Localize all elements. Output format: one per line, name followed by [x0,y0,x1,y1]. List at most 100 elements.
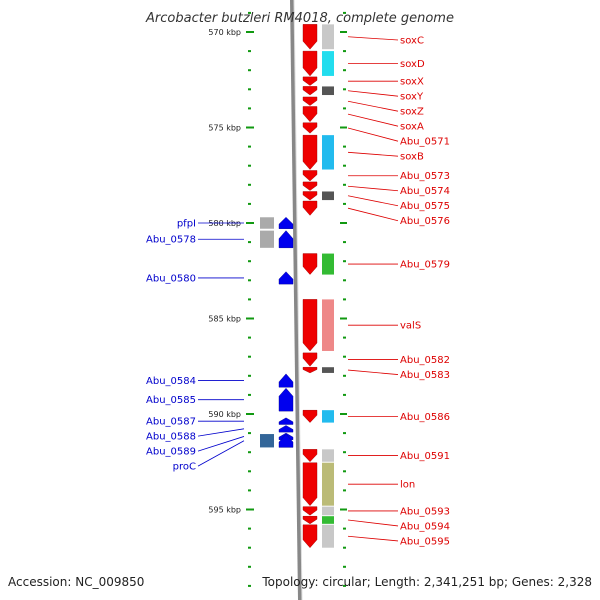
label-Abu_0578[interactable]: Abu_0578 [146,235,196,246]
minor-tick [248,527,251,530]
label-Abu_0588[interactable]: Abu_0588 [146,432,196,443]
gene-Abu_0584[interactable] [278,373,294,388]
gene-Abu_0580[interactable] [278,271,294,285]
label-Abu_0580[interactable]: Abu_0580 [146,273,196,284]
minor-tick [248,183,251,186]
label-Abu_0593[interactable]: Abu_0593 [400,506,450,517]
label-Abu_0582[interactable]: Abu_0582 [400,355,450,366]
topology-text: Topology: circular; Length: 2,341,251 bp… [261,575,592,589]
leader-soxA [347,113,399,127]
minor-tick [248,69,251,72]
gene-Abu_0578[interactable] [278,230,294,249]
minor-tick [343,241,346,244]
minor-tick [248,584,251,587]
gene-Abu_0583[interactable] [302,367,318,374]
gene-soxB[interactable] [302,134,318,170]
label-Abu_0595[interactable]: Abu_0595 [400,536,450,547]
minor-tick [248,164,251,167]
leader-Abu_0575 [347,195,399,207]
gene-Abu_0585[interactable] [278,387,294,412]
minor-tick [343,107,346,110]
gene-soxZ[interactable] [302,96,318,106]
leader-Abu_0571 [347,127,399,142]
leader-Abu_0588 [197,428,245,437]
cog-Abu_0579 [322,253,334,275]
label-soxY[interactable]: soxY [400,92,424,103]
label-proC[interactable]: proC [173,462,196,473]
gene-Abu_0593[interactable] [302,506,318,516]
label-Abu_0586[interactable]: Abu_0586 [400,412,450,423]
label-Abu_0587[interactable]: Abu_0587 [146,417,196,428]
minor-tick [248,565,251,568]
gene-Abu_0571[interactable] [302,122,318,134]
label-Abu_0575[interactable]: Abu_0575 [400,201,450,212]
gene-valS[interactable] [302,299,318,352]
gene-Abu_0591[interactable] [302,449,318,463]
cog-Abu_0595 [322,524,334,548]
major-tick [340,31,347,33]
gene-Abu_0579[interactable] [302,253,318,275]
label-Abu_0574[interactable]: Abu_0574 [400,186,450,197]
gene-Abu_0575[interactable] [302,191,318,201]
gene-Abu_0576[interactable] [302,200,318,216]
gene-Abu_0586[interactable] [302,409,318,423]
gene-lon[interactable] [302,462,318,506]
minor-tick [248,107,251,110]
gene-soxC[interactable] [302,24,318,50]
cog-pfpI [260,217,274,229]
label-Abu_0594[interactable]: Abu_0594 [400,521,450,532]
gene-soxY[interactable] [302,86,318,96]
label-Abu_0589[interactable]: Abu_0589 [146,447,196,458]
tick-label: 585 kbp [208,315,241,324]
scale-ticks: 570 kbp 575 kbp 580 kbp 585 kbp 590 kbp 595 k… [208,11,347,587]
backbone-highlight [293,0,303,600]
label-soxC[interactable]: soxC [400,36,424,47]
label-soxD[interactable]: soxD [400,59,425,70]
gene-pfpI[interactable] [278,216,294,229]
label-Abu_0583[interactable]: Abu_0583 [400,370,450,381]
gene-Abu_0573[interactable] [302,170,318,182]
cog-Abu_0578 [260,230,274,248]
gene-Abu_0587[interactable] [278,417,294,425]
label-lon[interactable]: lon [400,480,415,491]
label-Abu_0571[interactable]: Abu_0571 [400,137,450,148]
leader-soxZ [347,100,399,112]
cog-soxC [322,24,334,50]
major-tick [340,508,347,511]
gene-Abu_0582[interactable] [302,352,318,367]
gene-Abu_0574[interactable] [302,181,318,191]
gene-soxD[interactable] [302,50,318,77]
label-Abu_0585[interactable]: Abu_0585 [146,395,196,406]
gene-Abu_0595[interactable] [302,524,318,549]
minor-tick [343,451,346,454]
major-tick [246,413,254,415]
gene-soxX[interactable] [302,76,318,86]
label-Abu_0573[interactable]: Abu_0573 [400,171,450,182]
label-Abu_0576[interactable]: Abu_0576 [400,216,450,227]
gene-soxA[interactable] [302,106,318,123]
gene-Abu_0594[interactable] [302,515,318,525]
label-valS[interactable]: valS [400,321,421,332]
minor-tick [343,145,346,148]
minor-tick [343,279,346,282]
minor-tick [343,164,346,167]
label-Abu_0579[interactable]: Abu_0579 [400,260,450,271]
gene-Abu_0588[interactable] [278,425,294,433]
tick-label: 595 kbp [208,506,241,515]
label-soxB[interactable]: soxB [400,152,424,163]
label-soxX[interactable]: soxX [400,77,424,88]
label-Abu_0584[interactable]: Abu_0584 [146,376,196,387]
gene-proC[interactable] [278,433,294,448]
major-tick [340,413,347,415]
minor-tick [343,11,346,14]
major-tick [246,508,254,511]
minor-tick [343,298,346,301]
minor-tick [248,489,251,492]
minor-tick [248,470,251,473]
label-soxA[interactable]: soxA [400,122,424,133]
cog-soxD [322,51,334,76]
label-soxZ[interactable]: soxZ [400,107,424,118]
label-Abu_0591[interactable]: Abu_0591 [400,451,450,462]
label-pfpI[interactable]: pfpI [177,219,196,230]
